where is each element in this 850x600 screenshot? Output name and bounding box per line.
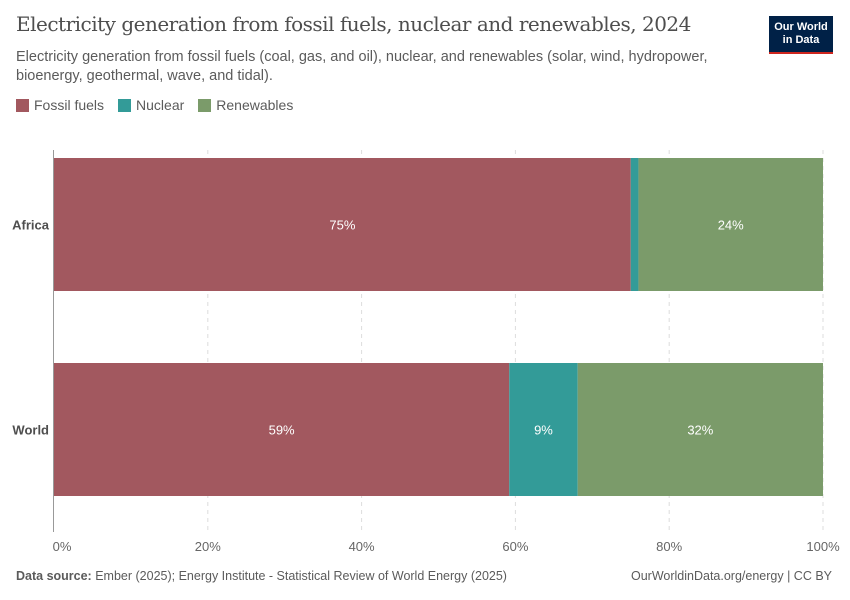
legend-item-nuclear[interactable]: Nuclear <box>118 97 184 113</box>
category-label: World <box>12 423 49 438</box>
x-tick-label: 60% <box>502 539 528 554</box>
owid-logo[interactable]: Our World in Data <box>769 16 833 54</box>
bar-segment <box>54 158 631 291</box>
bar-segment <box>54 363 510 496</box>
legend-label: Renewables <box>216 97 294 113</box>
x-tick-label: 100% <box>806 539 840 554</box>
legend-swatch <box>16 98 29 112</box>
data-label: 75% <box>329 218 355 233</box>
legend-swatch <box>118 98 132 112</box>
x-tick-label: 80% <box>656 539 682 554</box>
bar-segment <box>577 363 823 496</box>
legend-item-fossil[interactable]: Fossil fuels <box>16 97 104 113</box>
legend-label: Nuclear <box>136 97 185 113</box>
bar-segment <box>630 158 639 291</box>
source-text: Ember (2025); Energy Institute - Statist… <box>95 569 507 583</box>
bar-segment <box>638 158 823 291</box>
x-tick-label: 0% <box>53 539 72 554</box>
chart-subtitle: Electricity generation from fossil fuels… <box>16 49 708 84</box>
legend: Fossil fuels Nuclear Renewables <box>16 97 293 113</box>
bar-segment <box>509 363 578 496</box>
data-source: Data source: Ember (2025); Energy Instit… <box>16 569 507 583</box>
legend-item-renewables[interactable]: Renewables <box>198 97 293 113</box>
chart-title: Electricity generation from fossil fuels… <box>16 12 691 36</box>
x-tick-label: 40% <box>349 539 375 554</box>
legend-swatch <box>198 98 212 112</box>
data-label: 9% <box>534 423 553 438</box>
category-label: Africa <box>12 218 50 233</box>
data-label: 24% <box>718 218 744 233</box>
data-label: 32% <box>687 423 713 438</box>
x-tick-label: 20% <box>195 539 221 554</box>
data-label: 59% <box>269 423 295 438</box>
source-label: Data source: <box>16 569 92 583</box>
legend-label: Fossil fuels <box>34 97 105 113</box>
credit-link[interactable]: OurWorldinData.org/energy | CC BY <box>630 569 832 583</box>
